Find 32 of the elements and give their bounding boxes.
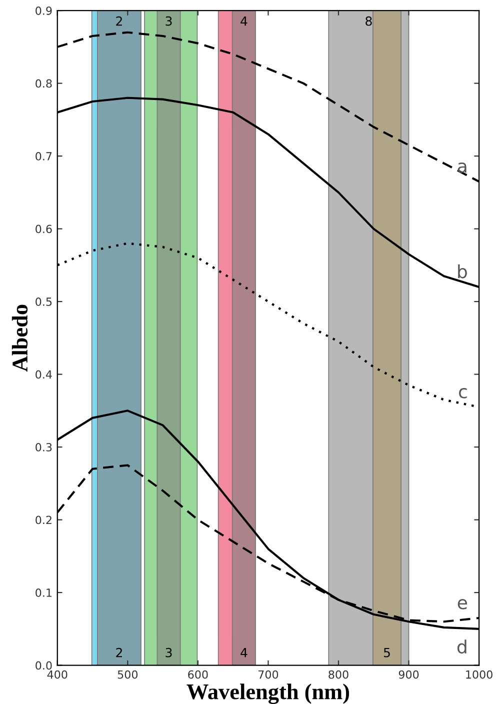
series-label: e [458,598,467,610]
y-tick-label: 0.3 [36,443,52,452]
series-label: b [458,264,467,278]
annotation: 2 [116,648,122,658]
series-label: a [458,162,466,173]
band-label: 2 [116,16,122,26]
y-tick-label: 0.5 [36,298,52,306]
y-tick-label: 0.6 [36,224,52,234]
x-tick-label: 900 [398,670,419,679]
x-tick-label: 1000 [466,670,492,679]
x-tick-label: 700 [258,670,278,679]
x-tick-label: 400 [47,670,68,679]
band-label: 3 [166,16,172,26]
annotation: 4 [240,648,248,658]
annotation: 5 [384,648,390,658]
x-axis-title: Wavelength (nm) [186,684,350,704]
series-label: d [457,640,466,654]
x-tick-label: 500 [118,670,138,679]
x-tick-label: 800 [328,670,348,679]
band-label: 8 [366,16,372,26]
y-tick-label: 0.2 [36,516,52,524]
y-tick-label: 0.4 [36,370,52,379]
y-tick-label: 0.1 [36,588,52,597]
band-label: 4 [240,16,248,26]
y-tick-label: 0.9 [36,6,52,15]
y-tick-label: 0.0 [36,661,52,670]
y-tick-label: 0.8 [36,79,52,88]
annotation: 3 [166,648,172,658]
series-label: c [458,388,467,398]
y-axis-title: Albedo [12,304,28,372]
x-tick-label: 600 [188,670,208,679]
y-tick-label: 0.7 [36,152,52,160]
